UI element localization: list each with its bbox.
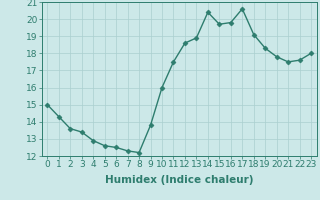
X-axis label: Humidex (Indice chaleur): Humidex (Indice chaleur) (105, 175, 253, 185)
